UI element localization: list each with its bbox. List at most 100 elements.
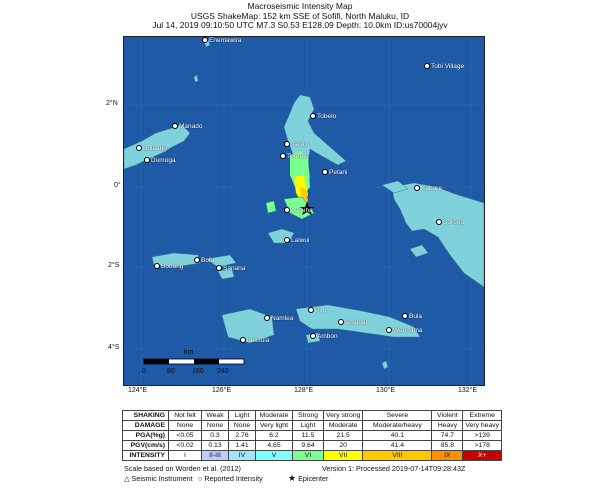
city-label: Jailolo xyxy=(284,141,309,148)
legend-epicenter: ★ Epicenter xyxy=(288,473,329,483)
legend-cell: None xyxy=(168,420,202,431)
legend-cell: Moderate/heavy xyxy=(362,420,433,431)
city-label: Manado xyxy=(172,123,203,130)
scale-tick: 160 xyxy=(192,368,204,375)
lon-label: 126°E xyxy=(212,387,232,394)
intensity-legend-table: SHAKING Not felt Weak Light Moderate Strong Ve… xyxy=(122,410,503,461)
legend-cell: 74.7 xyxy=(431,430,464,441)
lat-label: 4°S xyxy=(108,344,120,351)
legend-cell: Extreme xyxy=(462,410,503,421)
city-label: Tobelo xyxy=(310,113,336,120)
legend-row-label: INTENSITY xyxy=(122,450,169,461)
city-label: Bula xyxy=(402,313,422,320)
legend-cell: 40.1 xyxy=(362,430,433,441)
legend-cell: 0.3 xyxy=(201,430,229,441)
scale-tick: 0 xyxy=(142,368,146,375)
legend-cell: VI xyxy=(292,450,324,461)
legend-seismic-instrument: △ Seismic Instrument xyxy=(124,474,193,483)
land-sulawesi-north xyxy=(124,124,191,170)
city-label: Ternate xyxy=(280,153,309,160)
map-title: Macroseismic Intensity Map xyxy=(247,1,353,11)
legend-reported-intensity: ○ Reported Intensity xyxy=(198,474,263,483)
city-label: Kabare xyxy=(414,185,442,192)
scale-tick: 80 xyxy=(167,368,175,375)
legend-cell: Light xyxy=(292,420,324,431)
legend-cell: 41.4 xyxy=(362,440,433,451)
legend-cell: >139 xyxy=(462,430,503,441)
legend-row: PGA(%g) <0.05 0.3 2.76 6.2 11.5 21.5 40.1 74.7 >1… xyxy=(122,430,503,441)
land-sanana xyxy=(217,268,235,280)
scale-tick: 240 xyxy=(217,368,229,375)
legend-cell: 0.13 xyxy=(201,440,229,451)
legend-cell: Severe xyxy=(362,410,433,421)
lon-label: 130°E xyxy=(376,387,396,394)
legend-cell: II-III xyxy=(201,450,229,461)
legend-cell: >178 xyxy=(462,440,503,451)
legend-cell: IX xyxy=(431,450,464,461)
city-label: Tobi Village xyxy=(424,63,464,70)
legend-cell: VII xyxy=(322,450,364,461)
legend-cell: V xyxy=(255,450,293,461)
legend-row-label: PGV(cm/s) xyxy=(122,440,169,451)
intensity-map[interactable]: Enemawira Tobi Village Manado Bolaang Du… xyxy=(123,36,485,386)
city-label: Bolaang xyxy=(136,145,167,152)
city-label: Werinama xyxy=(386,327,423,334)
city-label: Namlea xyxy=(264,315,293,322)
lat-label: 2°S xyxy=(108,262,120,269)
legend-cell: 11.5 xyxy=(292,430,324,441)
land-misool xyxy=(409,244,429,258)
legend-cell: 85.8 xyxy=(431,440,464,451)
legend-cell: 9.64 xyxy=(292,440,324,451)
legend-cell: 21.5 xyxy=(322,430,364,441)
legend-cell: Very light xyxy=(255,420,293,431)
legend-cell: None xyxy=(201,420,229,431)
legend-row-label: SHAKING xyxy=(122,410,169,421)
land-papua xyxy=(391,182,484,288)
legend-cell: VIII xyxy=(362,450,433,461)
legend-cell: Not felt xyxy=(168,410,202,421)
city-label: Laiwui xyxy=(284,237,309,244)
legend-cell: None xyxy=(228,420,256,431)
legend-cell: Strong xyxy=(292,410,324,421)
lat-label: 0° xyxy=(114,182,121,189)
lon-label: 132°E xyxy=(458,387,478,394)
version-note: Version 1: Processed 2019-07-14T09:28:43… xyxy=(322,464,466,473)
legend-cell: Very heavy xyxy=(462,420,503,431)
legend-row: INTENSITY I II-III IV V VI VII VIII IX X+ xyxy=(122,450,503,461)
epicenter-star xyxy=(300,202,314,215)
legend-cell: 20 xyxy=(322,440,364,451)
city-label: Dumoga xyxy=(144,157,176,164)
map-subtitle: USGS ShakeMap: 152 km SSE of Sofifi, Nor… xyxy=(190,10,410,21)
land-kayoa xyxy=(265,200,277,214)
city-label: Ambon xyxy=(310,333,338,340)
lon-label: 128°E xyxy=(294,387,314,394)
land-talaud xyxy=(193,74,199,83)
legend-cell: Moderate xyxy=(255,410,293,421)
legend-cell: Violent xyxy=(431,410,464,421)
land-mangole xyxy=(205,254,237,268)
city-label: Bobong xyxy=(154,263,183,270)
legend-cell: Light xyxy=(228,410,256,421)
city-label: Labuha xyxy=(284,207,313,214)
legend-cell: Weak xyxy=(201,410,229,421)
event-details: Jul 14, 2019 09:10:50 UTC M7.3 S0.53 E12… xyxy=(152,20,448,30)
land-waigeo xyxy=(381,180,409,194)
city-label: Sorong xyxy=(436,219,464,226)
legend-row-label: PGA(%g) xyxy=(122,430,169,441)
legend-cell: 2.76 xyxy=(228,430,256,441)
scale-note: Scale based on Worden et al. (2012) xyxy=(124,464,241,473)
legend-cell: Heavy xyxy=(431,420,464,431)
legend-row: PGV(cm/s) <0.02 0.13 1.41 4.65 9.64 20 41.4 85.8… xyxy=(122,440,503,451)
city-label: Bofa xyxy=(194,257,214,264)
legend-row: DAMAGE None None None Very light Light Moderat… xyxy=(122,420,503,431)
city-label: Sanana xyxy=(216,265,245,272)
legend-row: SHAKING Not felt Weak Light Moderate Strong Ve… xyxy=(122,410,503,421)
lat-label: 2°N xyxy=(106,100,118,107)
legend-cell: Moderate xyxy=(322,420,364,431)
legend-cell: 1.41 xyxy=(228,440,256,451)
legend-row-label: DAMAGE xyxy=(122,420,169,431)
map-title-block: Macroseismic Intensity Map USGS ShakeMap… xyxy=(0,1,600,31)
legend-cell: X+ xyxy=(462,450,503,461)
city-label: Amahai xyxy=(338,319,367,326)
city-label: Piru xyxy=(308,307,327,314)
